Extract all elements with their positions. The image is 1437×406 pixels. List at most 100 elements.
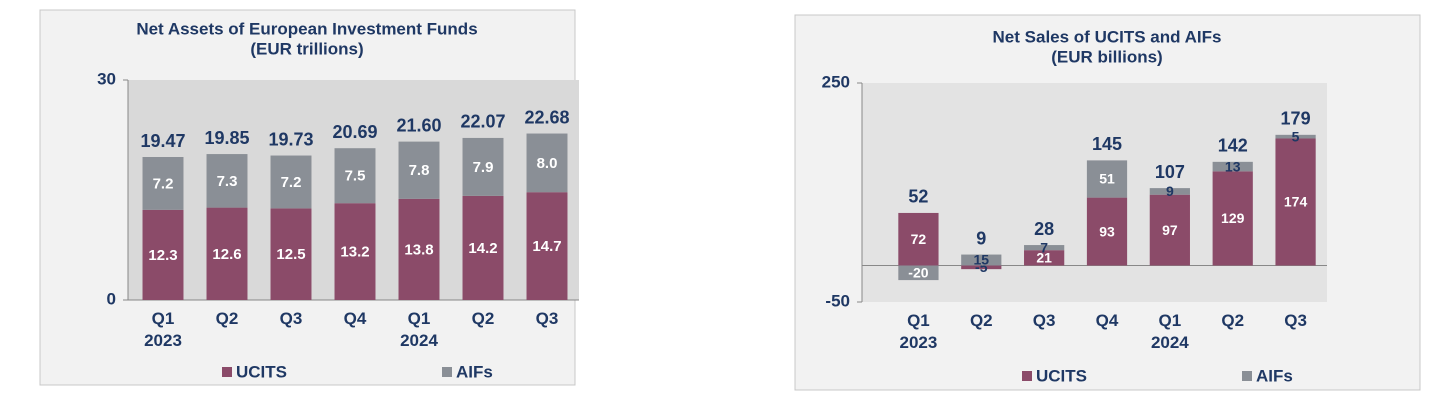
total-label: 179 [1281, 109, 1311, 129]
bar-segment [334, 148, 376, 204]
legend-swatch [1022, 371, 1032, 381]
value-label: 12.6 [212, 246, 241, 263]
total-label: 145 [1092, 134, 1122, 154]
x-tick-label: Q4 [1096, 311, 1119, 330]
x-tick-label: Q2 [216, 309, 239, 328]
y-tick-label: -50 [825, 291, 850, 310]
bar-segment [1149, 188, 1190, 195]
bar-segment [1149, 194, 1190, 266]
value-label: 14.2 [468, 240, 497, 257]
bar-segment [1024, 250, 1065, 266]
value-label: -20 [908, 265, 928, 281]
value-label: 12.5 [276, 246, 305, 263]
value-label: 51 [1099, 171, 1115, 187]
bar-segment [1275, 138, 1316, 266]
bar-segment [961, 254, 1002, 266]
bar-segment [334, 203, 376, 300]
total-label: 21.60 [396, 115, 441, 135]
legend-label: UCITS [1036, 366, 1087, 385]
bar-segment [1024, 245, 1065, 251]
legend-swatch [442, 367, 452, 377]
value-label: 9 [1166, 183, 1174, 199]
value-label: 13 [1225, 158, 1241, 174]
bar-segment [270, 155, 312, 209]
value-label: 174 [1284, 194, 1308, 210]
total-label: 107 [1155, 162, 1185, 182]
value-label: 129 [1221, 210, 1245, 226]
x-tick-label: Q3 [1284, 311, 1307, 330]
chart-subtitle: (EUR billions) [1051, 47, 1162, 66]
value-label: 72 [911, 231, 927, 247]
value-label: 93 [1099, 223, 1115, 239]
bar-segment [1212, 171, 1253, 266]
y-tick-label: 0 [107, 289, 116, 308]
chart-title: Net Assets of European Investment Funds [136, 19, 477, 38]
total-label: 19.85 [204, 128, 249, 148]
bar-segment [1086, 160, 1128, 198]
value-label: 8.0 [537, 155, 558, 172]
bar-segment [961, 265, 1002, 270]
value-label: 15 [973, 252, 989, 268]
value-label: 21 [1036, 250, 1052, 266]
bar-segment [1086, 197, 1128, 266]
bar-segment [526, 192, 568, 300]
x-tick-label: Q2 [970, 311, 993, 330]
legend-label: AIFs [456, 362, 493, 381]
value-label: 14.7 [532, 238, 561, 255]
legend-label: UCITS [236, 362, 287, 381]
x-tick-label: Q1 2023 [144, 309, 182, 350]
total-label: 142 [1218, 136, 1248, 156]
legend-swatch [1242, 371, 1252, 381]
bar-segment [462, 137, 504, 196]
y-tick-label: 250 [822, 72, 850, 91]
total-label: 28 [1034, 219, 1054, 239]
total-label: 22.07 [460, 112, 505, 132]
chart-subtitle: (EUR trillions) [250, 39, 363, 58]
value-label: 7.9 [473, 159, 494, 176]
bar-segment [526, 133, 568, 193]
y-tick-label: 30 [97, 69, 116, 88]
chart-title: Net Sales of UCITS and AIFs [993, 27, 1222, 46]
x-tick-label: Q3 [1033, 311, 1056, 330]
x-tick-label: Q4 [344, 309, 367, 328]
value-label: 7 [1040, 239, 1048, 255]
bar-segment [1275, 134, 1316, 139]
x-tick-label: Q3 [536, 309, 559, 328]
x-tick-label: Q1 2024 [1151, 311, 1189, 352]
legend-swatch [222, 367, 232, 377]
bar-segment [270, 208, 312, 300]
value-label: 13.8 [404, 241, 433, 258]
total-label: 52 [908, 187, 928, 207]
total-label: 22.68 [524, 107, 569, 127]
bar-segment [1212, 161, 1253, 172]
bar-segment [206, 154, 248, 208]
total-label: 20.69 [332, 122, 377, 142]
value-label: 7.2 [153, 175, 174, 192]
x-tick-label: Q2 [1221, 311, 1244, 330]
x-tick-label: Q2 [472, 309, 495, 328]
bar-segment [398, 198, 440, 300]
value-label: 7.5 [345, 168, 366, 185]
x-tick-label: Q1 2023 [900, 311, 938, 352]
bar-segment [898, 265, 939, 281]
legend-label: AIFs [1256, 366, 1293, 385]
value-label: 97 [1162, 222, 1178, 238]
x-tick-label: Q3 [280, 309, 303, 328]
x-tick-label: Q1 2024 [400, 309, 438, 350]
total-label: 19.47 [140, 131, 185, 151]
value-label: 12.3 [148, 247, 177, 264]
bar-segment [462, 195, 504, 300]
bar-segment [398, 141, 440, 199]
value-label: 13.2 [340, 244, 369, 261]
value-label: 7.2 [281, 174, 302, 191]
bar-segment [142, 157, 184, 210]
total-label: 19.73 [268, 129, 313, 149]
bar-segment [206, 207, 248, 300]
value-label: 5 [1292, 128, 1300, 144]
value-label: 7.3 [217, 173, 238, 190]
bar-segment [898, 212, 939, 266]
total-label: 9 [976, 228, 986, 248]
value-label: 7.8 [409, 162, 430, 179]
